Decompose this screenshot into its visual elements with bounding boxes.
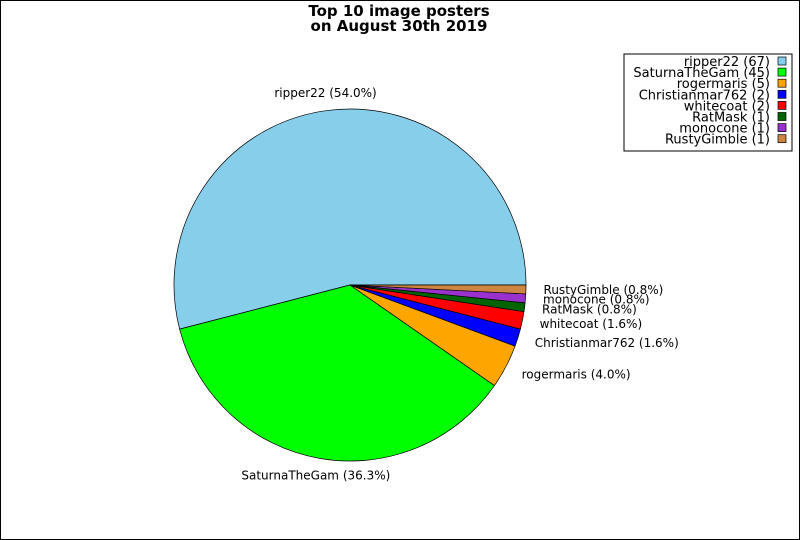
chart-title: Top 10 image posters	[308, 2, 489, 20]
legend-swatch-saturnathegam	[777, 67, 787, 77]
legend-swatch-christianmar762	[777, 89, 787, 99]
legend-label-christianmar762: Christianmar762 (2)	[639, 88, 770, 103]
pie-slice-saturnathegam	[179, 284, 495, 462]
slice-label-christianmar762: Christianmar762 (1.6%)	[535, 336, 679, 350]
legend-swatch-monocone	[777, 123, 787, 132]
legend-box	[623, 53, 793, 152]
legend-swatch-rogermaris	[777, 78, 787, 88]
slice-label-ratmask: RatMask (0.8%)	[542, 302, 637, 316]
slice-label-rogermaris: rogermaris (4.0%)	[522, 368, 631, 382]
legend-swatch-ratmask	[777, 112, 787, 121]
legend-label-rustygimble: RustyGimble (1)	[665, 133, 770, 148]
legend-swatch-rustygimble	[777, 134, 787, 144]
legend-label-saturnathegam: SaturnaTheGam (45)	[633, 66, 770, 81]
legend-label-ripper22: ripper22 (67)	[684, 55, 770, 70]
legend-swatch-ripper22	[777, 56, 787, 66]
legend: ripper22 (67)SaturnaTheGam (45)rogermari…	[623, 53, 793, 152]
slice-label-monocone: monocone (0.8%)	[543, 293, 650, 307]
pie-slice-labels: ripper22 (54.0%) SaturnaTheGam (36.3%) rog…	[241, 86, 678, 483]
slice-label-whitecoat: whitecoat (1.6%)	[540, 317, 643, 331]
pie-slice-rustygimble	[349, 284, 527, 295]
slice-label-rustygimble: RustyGimble (0.8%)	[544, 283, 664, 297]
legend-label-rogermaris: rogermaris (5)	[677, 77, 770, 92]
legend-label-whitecoat: whitecoat (2)	[684, 99, 770, 114]
chart-subtitle: on August 30th 2019	[311, 17, 488, 35]
slice-label-saturnathegam: SaturnaTheGam (36.3%)	[241, 469, 390, 483]
legend-swatch-whitecoat	[777, 101, 787, 110]
legend-label-monocone: monocone (1)	[679, 122, 770, 137]
legend-label-ratmask: RatMask (1)	[692, 111, 770, 126]
pie-slice-ripper22	[173, 108, 527, 330]
slice-label-ripper22: ripper22 (54.0%)	[274, 86, 376, 100]
pie-slices	[173, 108, 527, 462]
